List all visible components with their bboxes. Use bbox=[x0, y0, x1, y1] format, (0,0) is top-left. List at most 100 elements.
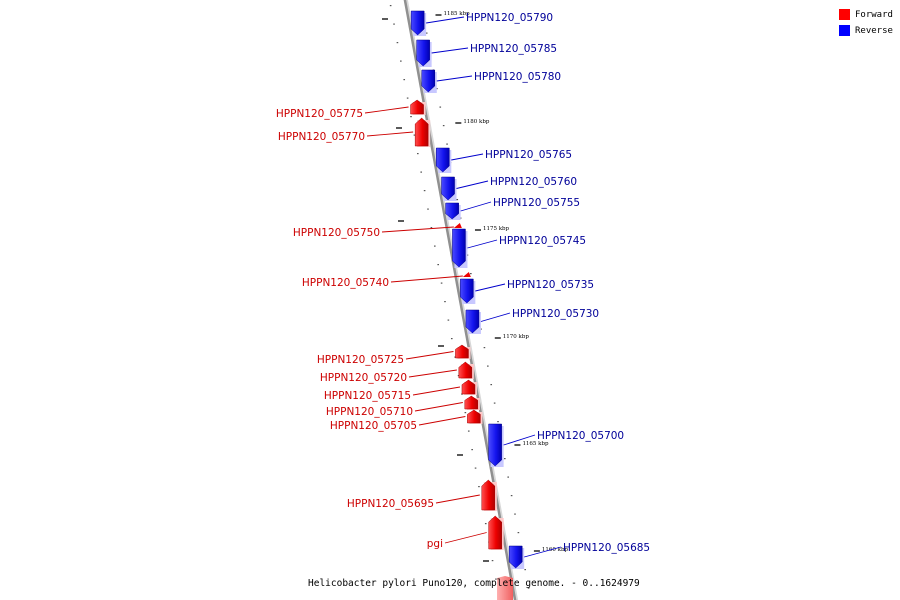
gene-label-hppn120-05725: HPPN120_05725 bbox=[317, 354, 404, 366]
partial-gene-arrow bbox=[497, 576, 513, 600]
leader-line-hppn120-05685 bbox=[524, 546, 562, 558]
gene-arrow-hppn120-05770 bbox=[414, 117, 429, 147]
gene-label-hppn120-05740: HPPN120_05740 bbox=[302, 277, 389, 289]
gene-arrow-hppn120-05760 bbox=[441, 176, 455, 201]
leader-line-hppn120-05710 bbox=[414, 402, 463, 412]
minor-tick-dot bbox=[470, 273, 472, 275]
genome-caption: Helicobacter pylori Puno120, complete ge… bbox=[308, 578, 640, 589]
gene-arrow-hppn120-05765 bbox=[436, 147, 450, 173]
gene-label-hppn120-05720: HPPN120_05720 bbox=[320, 372, 407, 384]
minor-tick-dot bbox=[444, 301, 446, 303]
legend-reverse-label: Reverse bbox=[855, 25, 893, 36]
minor-tick-dot bbox=[406, 97, 409, 99]
gene-label-hppn120-05770: HPPN120_05770 bbox=[278, 131, 365, 143]
leader-line-hppn120-05775 bbox=[364, 106, 409, 114]
leader-line-hppn120-05780 bbox=[436, 75, 473, 82]
legend-reverse-swatch bbox=[839, 25, 850, 36]
tick-label: 1175 kbp bbox=[483, 226, 510, 232]
minor-tick-dot bbox=[483, 347, 486, 349]
minor-tick-dot bbox=[490, 384, 493, 386]
leader-line-pgi bbox=[444, 532, 487, 544]
gene-arrow-hppn120-05705 bbox=[467, 409, 481, 424]
minor-tick-dot bbox=[491, 560, 494, 562]
gene-arrow-hppn120-05710 bbox=[464, 395, 479, 410]
leader-line-hppn120-05720 bbox=[408, 369, 457, 378]
minor-tick-dot bbox=[524, 569, 526, 571]
gene-label-hppn120-05765: HPPN120_05765 bbox=[485, 149, 572, 161]
leader-line-hppn120-05755 bbox=[460, 201, 492, 212]
minor-tick-dot bbox=[403, 79, 406, 81]
gene-arrow-hppn120-05735 bbox=[460, 278, 474, 304]
gene-arrow-hppn120-05785 bbox=[416, 39, 430, 67]
leader-line-hppn120-05740 bbox=[390, 275, 463, 283]
minor-tick-dot bbox=[456, 199, 459, 201]
gene-label-hppn120-05715: HPPN120_05715 bbox=[324, 390, 411, 402]
gene-label-hppn120-05695: HPPN120_05695 bbox=[347, 498, 434, 510]
gene-label-pgi: pgi bbox=[427, 538, 443, 550]
minor-tick-dot bbox=[446, 143, 448, 145]
minor-tick-dot bbox=[507, 476, 510, 478]
gene-label-hppn120-05790: HPPN120_05790 bbox=[466, 12, 553, 24]
leader-line-hppn120-05760 bbox=[456, 180, 489, 189]
legend-forward-swatch bbox=[839, 9, 850, 20]
gene-arrow-hppn120-05685 bbox=[508, 545, 523, 569]
leader-line-hppn120-05700 bbox=[503, 434, 536, 446]
tick-label: 1165 kbp bbox=[522, 441, 549, 447]
leader-line-hppn120-05715 bbox=[412, 386, 461, 396]
leader-line-hppn120-05730 bbox=[480, 312, 511, 322]
gene-arrow-hppn120-05740 bbox=[462, 272, 471, 277]
gene-arrow-hppn120-05700 bbox=[488, 423, 502, 467]
minor-tick-dot bbox=[514, 513, 516, 515]
leader-line-hppn120-05785 bbox=[431, 47, 469, 54]
minor-tick-dot bbox=[420, 171, 423, 173]
gene-arrow-hppn120-05755 bbox=[445, 202, 459, 220]
minor-tick-dot bbox=[417, 153, 419, 155]
minor-tick-dot bbox=[439, 106, 442, 108]
minor-tick-dot bbox=[423, 190, 426, 192]
gene-label-hppn120-05775: HPPN120_05775 bbox=[276, 108, 363, 120]
gene-arrow-hppn120-05730 bbox=[465, 309, 480, 334]
leader-line-hppn120-05725 bbox=[405, 351, 454, 360]
gene-label-hppn120-05735: HPPN120_05735 bbox=[507, 279, 594, 291]
minor-tick-dot bbox=[450, 338, 453, 340]
leader-line-hppn120-05705 bbox=[418, 416, 466, 426]
minor-tick-dot bbox=[493, 402, 496, 404]
leader-line-hppn120-05765 bbox=[451, 153, 484, 161]
minor-tick-dot bbox=[467, 430, 470, 432]
gene-arrow-hppn120-05720 bbox=[458, 361, 473, 379]
gene-arrow-pgi bbox=[488, 515, 502, 550]
minor-tick-dot bbox=[487, 365, 489, 367]
leader-line-hppn120-05745 bbox=[467, 239, 498, 249]
gene-arrow-hppn120-05745 bbox=[452, 228, 466, 268]
tick-label: 1170 kbp bbox=[503, 334, 530, 340]
minor-tick-dot bbox=[527, 587, 530, 589]
minor-tick-dot bbox=[447, 319, 450, 321]
minor-tick-dot bbox=[433, 245, 436, 247]
minor-tick-dot bbox=[464, 412, 467, 414]
gene-label-hppn120-05710: HPPN120_05710 bbox=[326, 406, 413, 418]
tick-label: 1185 kbp bbox=[443, 11, 470, 17]
minor-tick-dot bbox=[474, 467, 477, 469]
gene-label-hppn120-05780: HPPN120_05780 bbox=[474, 71, 561, 83]
legend-reverse: Reverse bbox=[839, 25, 893, 36]
minor-tick-dot bbox=[413, 134, 416, 136]
minor-tick-dot bbox=[425, 32, 428, 34]
legend-forward-label: Forward bbox=[855, 9, 893, 20]
minor-tick-dot bbox=[457, 375, 460, 377]
minor-tick-dot bbox=[393, 23, 395, 25]
minor-tick-dot bbox=[400, 60, 402, 62]
minor-tick-dot bbox=[484, 523, 487, 525]
leader-line-hppn120-05750 bbox=[381, 226, 454, 233]
gene-label-hppn120-05785: HPPN120_05785 bbox=[470, 43, 557, 55]
gene-label-hppn120-05750: HPPN120_05750 bbox=[293, 227, 380, 239]
minor-tick-dot bbox=[471, 449, 473, 451]
genome-backbone bbox=[403, 0, 517, 600]
gene-label-hppn120-05755: HPPN120_05755 bbox=[493, 197, 580, 209]
minor-tick-dot bbox=[454, 356, 456, 358]
gene-label-hppn120-05685: HPPN120_05685 bbox=[563, 542, 650, 554]
minor-tick-dot bbox=[437, 264, 439, 266]
leader-line-hppn120-05770 bbox=[366, 131, 414, 137]
gene-label-hppn120-05745: HPPN120_05745 bbox=[499, 235, 586, 247]
gene-arrow-hppn120-05725 bbox=[455, 344, 469, 359]
